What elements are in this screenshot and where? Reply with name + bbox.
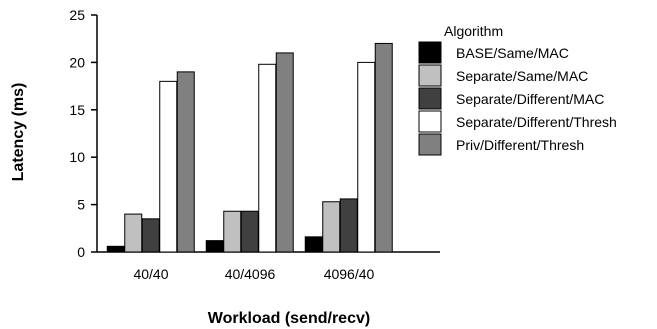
bar-priv-different-thresh-40-40 [176,71,195,253]
bar-separate-different-mac-40-40 [141,218,160,253]
legend-entry-label: BASE/Same/MAC [456,45,569,61]
y-tick-label: 25 [69,7,85,23]
y-tick-label: 5 [77,197,85,213]
legend-entry-label: Separate/Different/MAC [456,91,604,107]
y-axis-label: Latency (ms) [10,83,27,182]
x-tick-labels: 40/40 40/4096 4096/40 [133,266,374,282]
x-tick-label: 40/40 [133,266,168,282]
legend-swatch [418,110,442,133]
bar-priv-different-thresh-40-4096 [275,52,294,253]
bar-base-same-mac-40-40 [106,245,125,253]
legend-swatch [418,64,442,87]
bar-separate-different-thresh-4096-40 [357,61,376,253]
legend-title: Algorithm [444,23,503,39]
bar-separate-same-mac-40-40 [124,213,143,253]
bar-priv-different-thresh-4096-40 [374,42,393,253]
legend-entry-label: Separate/Same/MAC [456,68,588,84]
bar-separate-different-thresh-40-40 [159,80,178,253]
bar-base-same-mac-40-4096 [205,240,224,253]
chart-bars [106,42,393,253]
legend-entry-label: Priv/Different/Thresh [456,137,584,153]
legend-swatch [418,41,442,64]
y-tick-labels: 0 5 10 15 20 25 [69,7,85,260]
y-tick-label: 0 [77,244,85,260]
legend-entry-label: Separate/Different/Thresh [456,114,617,130]
y-tick-label: 10 [69,149,85,165]
legend-swatch [418,87,442,110]
y-tick-label: 15 [69,102,85,118]
bar-separate-different-mac-4096-40 [339,198,358,253]
bar-separate-same-mac-40-4096 [223,210,242,253]
x-axis-label: Workload (send/recv) [208,310,370,327]
bar-separate-different-mac-40-4096 [240,210,259,253]
legend-swatch [418,133,442,156]
legend: Algorithm BASE/Same/MAC Separate/Same/MAC… [418,23,617,156]
y-tick-label: 20 [69,54,85,70]
x-tick-label: 4096/40 [324,266,375,282]
bar-separate-different-thresh-40-4096 [258,63,277,253]
bar-separate-same-mac-4096-40 [322,201,341,253]
bar-base-same-mac-4096-40 [304,236,323,253]
x-tick-label: 40/4096 [225,266,276,282]
